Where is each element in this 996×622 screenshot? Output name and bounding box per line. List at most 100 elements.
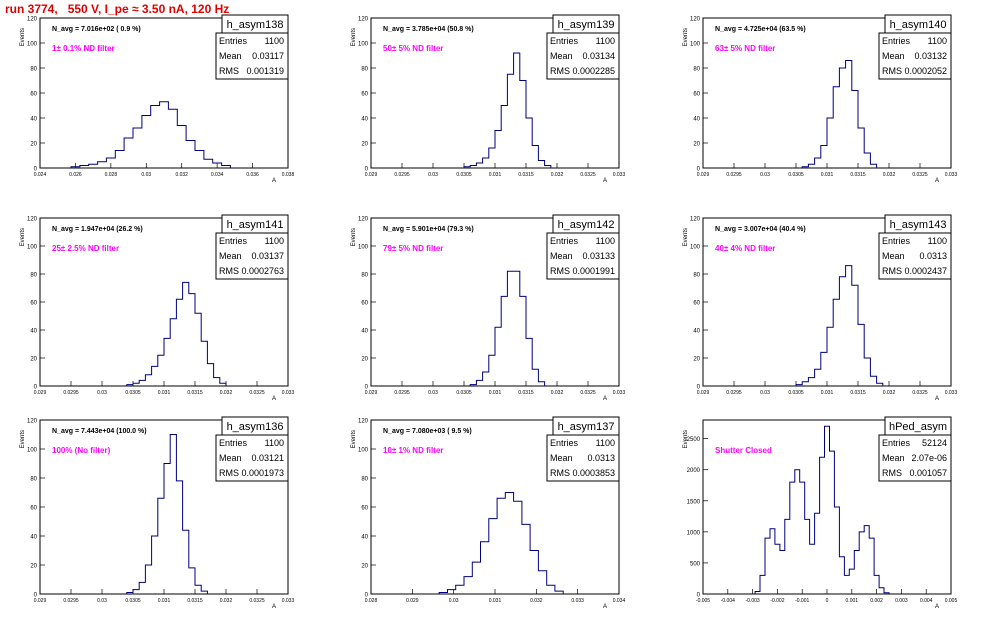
x-tick-label: 0 bbox=[826, 598, 829, 604]
y-tick-label: 80 bbox=[30, 273, 37, 279]
y-tick-label: 40 bbox=[30, 329, 37, 335]
x-tick-label: 0.03 bbox=[428, 390, 438, 396]
x-tick-label: 0.0295 bbox=[394, 172, 410, 178]
y-tick-label: 80 bbox=[361, 273, 368, 279]
x-axis-label: A bbox=[603, 178, 607, 184]
stats-label: Entries bbox=[882, 236, 911, 246]
stats-box bbox=[215, 32, 289, 80]
navg-label: N_avg = 1.947e+04 (26.2 %) bbox=[52, 226, 143, 233]
x-tick-label: 0.029 bbox=[365, 172, 378, 178]
y-tick-label: 0 bbox=[697, 167, 701, 173]
histogram-title: h_asym142 bbox=[558, 219, 615, 231]
stats-label: Entries bbox=[550, 438, 579, 448]
stats-value: 0.03133 bbox=[582, 251, 615, 261]
x-tick-label: 0.032 bbox=[530, 598, 543, 604]
stats-value: 0.001057 bbox=[909, 468, 947, 478]
y-tick-label: 60 bbox=[361, 506, 368, 512]
x-axis-label: A bbox=[935, 604, 939, 610]
x-axis-label: A bbox=[603, 604, 607, 610]
x-tick-label: 0.0305 bbox=[456, 390, 472, 396]
histogram-panel-h_asym142: 0 20 40 60 80 100 120 0.029 0.0295 0.03 0.0305 0.03… bbox=[351, 214, 625, 402]
x-tick-label: 0.0295 bbox=[726, 390, 742, 396]
y-tick-label: 0 bbox=[365, 385, 369, 391]
navg-label: N_avg = 5.901e+04 (79.3 %) bbox=[383, 226, 474, 233]
x-tick-label: 0.031 bbox=[489, 598, 502, 604]
stats-value: 2.07e-06 bbox=[911, 453, 947, 463]
y-tick-label: 100 bbox=[27, 42, 38, 48]
x-tick-label: 0.002 bbox=[870, 598, 883, 604]
y-axis-label: Events bbox=[20, 228, 26, 246]
y-tick-label: 60 bbox=[693, 92, 700, 98]
y-tick-label: 40 bbox=[693, 117, 700, 123]
x-tick-label: 0.0315 bbox=[850, 390, 866, 396]
x-tick-label: 0.033 bbox=[613, 172, 626, 178]
navg-label: N_avg = 3.785e+04 (50.8 %) bbox=[383, 26, 474, 33]
y-tick-label: 120 bbox=[27, 17, 38, 23]
y-tick-label: 40 bbox=[361, 117, 368, 123]
histogram-panel-h_asym139: 0 20 40 60 80 100 120 0.029 0.0295 0.03 0.0305 0.03… bbox=[351, 14, 626, 184]
y-tick-label: 120 bbox=[27, 419, 38, 425]
y-tick-label: 80 bbox=[30, 477, 37, 483]
stats-label: Mean bbox=[550, 453, 573, 463]
y-axis-label: Events bbox=[683, 28, 689, 46]
histogram-title: h_asym139 bbox=[558, 19, 615, 31]
filter-label: 10± 1% ND filter bbox=[383, 446, 443, 455]
x-tick-label: 0.0325 bbox=[249, 390, 265, 396]
x-tick-label: 0.024 bbox=[34, 172, 47, 178]
x-tick-label: 0.031 bbox=[489, 172, 502, 178]
x-tick-label: 0.038 bbox=[282, 172, 295, 178]
x-tick-label: 0.026 bbox=[69, 172, 82, 178]
stats-value: 1100 bbox=[928, 236, 947, 246]
x-tick-label: 0.0315 bbox=[850, 172, 866, 178]
y-tick-label: 2000 bbox=[687, 468, 701, 474]
stats-box bbox=[215, 232, 289, 280]
x-tick-label: 0.036 bbox=[246, 172, 259, 178]
x-tick-label: 0.029 bbox=[406, 598, 419, 604]
x-tick-label: 0.004 bbox=[920, 598, 933, 604]
x-tick-label: 0.03 bbox=[760, 390, 770, 396]
y-tick-label: 0 bbox=[365, 167, 369, 173]
histogram-title: h_asym136 bbox=[227, 421, 284, 433]
x-tick-label: 0.031 bbox=[821, 172, 834, 178]
x-tick-label: 0.0325 bbox=[249, 598, 265, 604]
y-tick-label: 80 bbox=[693, 67, 700, 73]
stats-box bbox=[546, 232, 620, 280]
y-tick-label: 0 bbox=[365, 593, 369, 599]
y-axis-label: Events bbox=[351, 430, 357, 448]
histogram-title: h_asym141 bbox=[227, 219, 284, 231]
x-tick-label: 0.0305 bbox=[125, 598, 141, 604]
stats-value: 0.0003853 bbox=[572, 468, 615, 478]
stats-value: 0.0002285 bbox=[572, 66, 615, 76]
x-tick-label: 0.033 bbox=[282, 598, 295, 604]
stats-value: 52124 bbox=[922, 438, 947, 448]
stats-label: Entries bbox=[882, 36, 911, 46]
y-tick-label: 100 bbox=[690, 42, 701, 48]
x-tick-label: 0.03 bbox=[449, 598, 459, 604]
histogram-panel-h_asym138: 0 20 40 60 80 100 120 0.024 0.026 0.028 0.03 0.032 0… bbox=[20, 14, 295, 184]
navg-label: N_avg = 4.725e+04 (63.5 %) bbox=[715, 26, 806, 33]
x-tick-label: 0.0325 bbox=[912, 172, 928, 178]
navg-label: N_avg = 3.007e+04 (40.4 %) bbox=[715, 226, 806, 233]
histogram-panel-h_asym136: 0 20 40 60 80 100 120 0.029 0.0295 0.03 0.0305 0.03… bbox=[20, 416, 295, 610]
stats-label: RMS bbox=[550, 66, 570, 76]
stats-value: 0.0001973 bbox=[241, 468, 284, 478]
y-tick-label: 0 bbox=[34, 385, 38, 391]
stats-value: 0.03132 bbox=[914, 51, 947, 61]
y-axis-label: Events bbox=[351, 28, 357, 46]
x-tick-label: 0.029 bbox=[365, 390, 378, 396]
x-tick-label: 0.033 bbox=[571, 598, 584, 604]
x-tick-label: 0.032 bbox=[551, 172, 564, 178]
stats-label: RMS bbox=[882, 468, 902, 478]
histogram-title: h_asym137 bbox=[558, 421, 615, 433]
y-axis-label: Events bbox=[20, 430, 26, 448]
x-tick-label: -0.002 bbox=[770, 598, 784, 604]
x-tick-label: 0.029 bbox=[34, 598, 47, 604]
stats-label: Entries bbox=[550, 236, 579, 246]
y-tick-label: 60 bbox=[30, 92, 37, 98]
x-tick-label: -0.004 bbox=[721, 598, 735, 604]
x-tick-label: 0.029 bbox=[697, 172, 710, 178]
x-tick-label: 0.031 bbox=[158, 390, 171, 396]
stats-box bbox=[878, 232, 952, 280]
stats-box bbox=[878, 32, 952, 80]
stats-value: 1100 bbox=[928, 36, 947, 46]
